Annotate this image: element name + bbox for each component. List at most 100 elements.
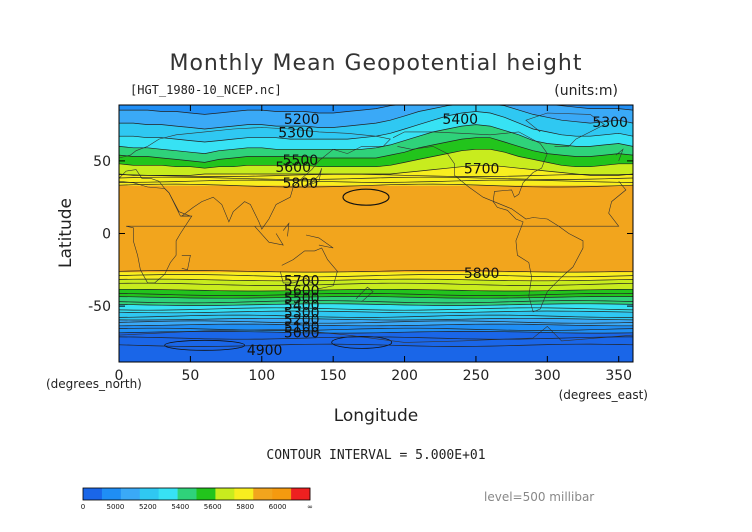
coastline xyxy=(181,255,191,271)
contour-label: 5400 xyxy=(284,298,320,314)
y-tick-label: -50 xyxy=(88,299,111,315)
contour-line-south-minor xyxy=(119,307,633,311)
contour-line-south-minor xyxy=(119,292,633,296)
contour-label: 5400 xyxy=(442,112,478,128)
colorbar-swatch xyxy=(291,488,311,500)
colorbar-swatch xyxy=(234,488,254,500)
x-axis-unit-label: (degrees_east) xyxy=(559,388,648,402)
units-label: (units:m) xyxy=(554,83,618,99)
contour-line-south-5300 xyxy=(119,310,633,314)
coastline xyxy=(254,226,284,246)
colorbar: 0 5000 5200 5400 5600 5800 6000 ∞ xyxy=(81,487,313,511)
y-axis-ticks: 50 0 -50 xyxy=(88,154,633,315)
coastline xyxy=(305,234,334,249)
contour-line-south-5800 xyxy=(119,270,633,273)
low-pressure-contour xyxy=(164,339,246,351)
coastline xyxy=(392,131,584,313)
contour-line-5200 xyxy=(119,105,633,130)
x-tick-label: 100 xyxy=(248,368,275,384)
colorbar-swatch xyxy=(101,488,122,500)
contour-line-south-minor xyxy=(119,300,633,304)
contour-interval-label: CONTOUR INTERVAL = 5.000E+01 xyxy=(266,448,485,463)
colorbar-label: 6000 xyxy=(269,503,287,511)
low-pressure-contour xyxy=(331,335,393,349)
x-axis-ticks: 0 50 100 150 200 250 300 350 xyxy=(115,105,632,384)
contour-label: 5800 xyxy=(464,266,500,282)
contour-line-5600 xyxy=(119,148,633,169)
y-axis-unit-label: (degrees_north) xyxy=(46,377,142,391)
contour-line-south-minor xyxy=(119,327,633,331)
colorbar-label: 5400 xyxy=(171,503,189,511)
colorbar-label: 0 xyxy=(81,503,85,511)
contour-label: 5200 xyxy=(284,112,320,128)
colorbar-swatch xyxy=(196,488,216,500)
contour-line-north-extra xyxy=(119,179,633,183)
contour-line-south-minor xyxy=(119,336,633,340)
contour-line-north-extra xyxy=(119,176,633,180)
colorbar-swatch xyxy=(158,488,178,500)
high-pressure-contour xyxy=(342,188,390,206)
coastline xyxy=(280,247,338,290)
contour-line-north-5800 xyxy=(119,183,633,188)
contour-line-south-5400 xyxy=(119,303,633,306)
y-axis-label: Latitude xyxy=(56,198,76,268)
contour-label: 5100 xyxy=(284,320,320,336)
x-tick-label: 150 xyxy=(320,368,347,384)
colorbar-swatch xyxy=(139,488,159,500)
contour-line-south-minor xyxy=(119,274,633,278)
colorbar-label: 5000 xyxy=(107,503,125,511)
x-axis-label: Longitude xyxy=(334,406,419,426)
x-tick-label: 350 xyxy=(605,368,632,384)
contour-label: 5000 xyxy=(284,326,320,342)
dataset-label: [HGT_1980-10_NCEP.nc] xyxy=(130,83,282,97)
contour-label: 5600 xyxy=(275,160,311,176)
colorbar-label: ∞ xyxy=(307,503,313,511)
contour-label: 4900 xyxy=(247,343,283,359)
contour-line-5300 xyxy=(119,111,633,143)
colorbar-swatch xyxy=(215,488,235,500)
contour-label: 5700 xyxy=(464,162,500,178)
contour-lines xyxy=(119,105,633,347)
x-tick-label: 300 xyxy=(534,368,561,384)
colorbar-label: 5800 xyxy=(236,503,254,511)
colorbar-swatch xyxy=(120,488,141,500)
x-tick-label: 200 xyxy=(391,368,418,384)
contour-line-south-minor xyxy=(119,314,633,318)
x-tick-label: 50 xyxy=(181,368,199,384)
contour-line-5700 xyxy=(119,164,633,176)
north-bands xyxy=(119,105,633,186)
coastline xyxy=(615,148,624,162)
colorbar-swatch xyxy=(83,488,103,500)
contour-label: 5500 xyxy=(284,291,320,307)
coastline xyxy=(119,180,627,284)
colorbar-label: 5600 xyxy=(204,503,222,511)
contour-line-south-5700 xyxy=(119,278,633,282)
contour-label: 5300 xyxy=(284,305,320,321)
contour-label: 5200 xyxy=(284,313,320,329)
colorbar-swatch xyxy=(177,488,197,500)
coastline xyxy=(119,127,391,230)
colorbar-swatch xyxy=(253,488,273,500)
contour-line-5500 xyxy=(119,137,633,163)
contour-label: 5300 xyxy=(278,125,314,141)
subtropical-high-contours xyxy=(164,188,393,351)
contour-line-south-minor xyxy=(119,320,633,324)
contour-line-south-5200 xyxy=(119,317,633,321)
contour-label: 5300 xyxy=(592,115,628,131)
coastlines xyxy=(119,112,633,343)
contour-line-south-minor xyxy=(119,343,633,347)
coastline xyxy=(282,222,290,237)
y-tick-label: 50 xyxy=(93,154,111,170)
colorbar-frame xyxy=(82,487,311,501)
plot-area xyxy=(119,105,633,362)
contour-line-5400 xyxy=(119,124,633,154)
contour-line-5100 xyxy=(119,105,633,115)
level-label: level=500 millibar xyxy=(484,490,594,504)
contour-line-north-extra xyxy=(119,173,633,177)
contour-label: 5700 xyxy=(284,273,320,289)
band-north-5100 xyxy=(119,105,633,115)
contour-line-south-minor xyxy=(119,282,633,286)
contour-label: 5500 xyxy=(283,153,319,169)
